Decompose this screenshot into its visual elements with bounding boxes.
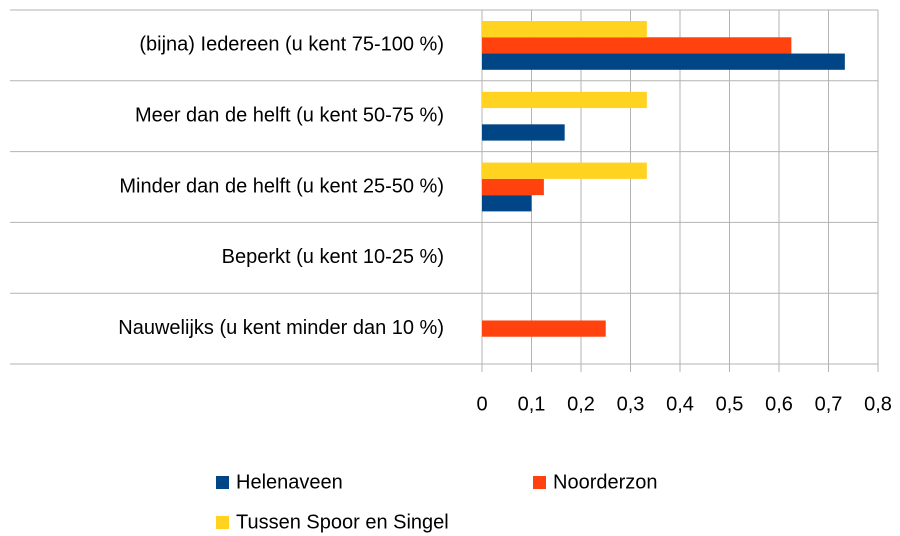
y-tick-label: Minder dan de helft (u kent 25-50 %) — [119, 175, 444, 197]
legend-label: Tussen Spoor en Singel — [236, 511, 449, 533]
bar — [482, 21, 647, 38]
y-tick-label: Beperkt (u kent 10-25 %) — [222, 246, 444, 268]
x-tick-label: 0,6 — [765, 393, 793, 415]
legend-swatch — [533, 476, 546, 489]
bar — [482, 195, 532, 212]
bar — [482, 124, 565, 141]
x-tick-label: 0 — [476, 393, 487, 415]
bar — [482, 178, 544, 196]
legend-swatch — [216, 476, 229, 489]
y-tick-label: Meer dan de helft (u kent 50-75 %) — [135, 104, 444, 126]
x-tick-label: 0,4 — [666, 393, 694, 415]
y-tick-label: (bijna) Iedereen (u kent 75-100 %) — [139, 34, 444, 56]
x-tick-label: 0,7 — [815, 393, 843, 415]
bar — [482, 162, 647, 179]
legend-label: Noorderzon — [553, 471, 658, 493]
x-tick-label: 0,3 — [617, 393, 645, 415]
bar — [482, 53, 845, 70]
x-tick-label: 0,1 — [518, 393, 546, 415]
y-tick-label: Nauwelijks (u kent minder dan 10 %) — [118, 317, 444, 339]
x-tick-label: 0,2 — [567, 393, 595, 415]
legend-label: Helenaveen — [236, 471, 343, 493]
legend-swatch — [216, 516, 229, 529]
bar — [482, 320, 606, 337]
bar — [482, 37, 792, 54]
x-tick-label: 0,8 — [864, 393, 892, 415]
x-tick-label: 0,5 — [716, 393, 744, 415]
bar — [482, 91, 647, 109]
